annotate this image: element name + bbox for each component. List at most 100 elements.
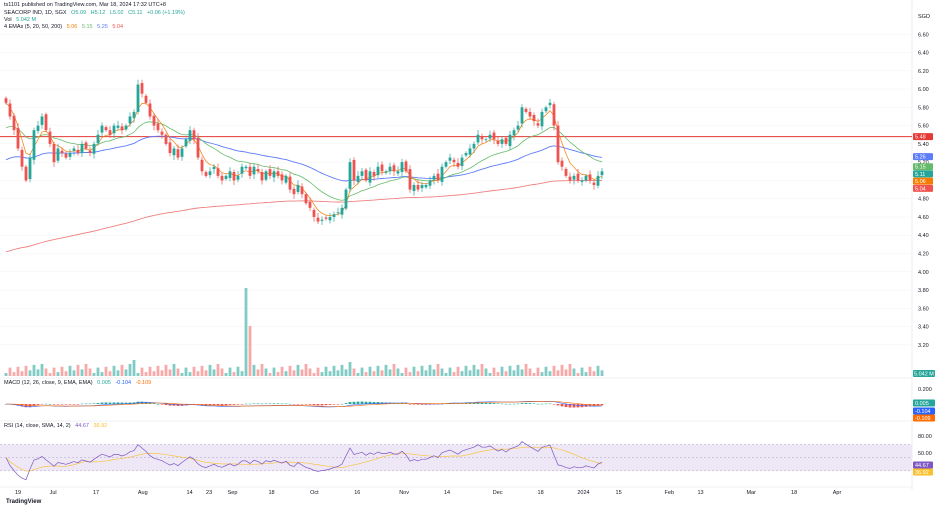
candle-body xyxy=(104,127,108,131)
candle-body xyxy=(396,171,400,174)
candle-body xyxy=(136,84,140,112)
volume-bar xyxy=(368,366,372,376)
rsi-label[interactable]: RSI (14, close, SMA, 14, 2) xyxy=(4,423,71,429)
symbol-line: SEACORP IND, 1D, SGX O5.09 H5.12 L5.02 C… xyxy=(4,10,188,17)
candle-body xyxy=(32,130,36,160)
tradingview-logo: TradingView xyxy=(6,499,42,505)
macd-histogram-bar xyxy=(20,404,24,407)
macd-histogram-bar xyxy=(540,403,544,405)
time-tick-label: Aug xyxy=(138,490,148,496)
time-tick-label: Oct xyxy=(310,490,319,496)
macd-histogram-bar xyxy=(584,404,588,407)
symbol-name[interactable]: SEACORP IND, 1D, SGX xyxy=(4,10,67,16)
macd-label[interactable]: MACD (12, 26, close, 9, EMA, EMA) xyxy=(4,380,93,386)
macd-tick-label: 0.200 xyxy=(918,387,932,393)
volume-bar xyxy=(164,364,168,376)
volume-bar xyxy=(336,370,340,376)
macd-histogram-bar xyxy=(40,404,44,405)
macd-histogram-bar xyxy=(552,404,556,405)
rsi-tag-label: 44.67 xyxy=(915,463,929,469)
price-axis: SGD6.606.406.206.005.805.605.405.205.004… xyxy=(913,14,935,476)
candle-body xyxy=(164,134,168,144)
volume-bar xyxy=(84,364,88,376)
macd-histogram-bar xyxy=(508,403,512,405)
macd-histogram-bar xyxy=(352,401,356,404)
macd-histogram-bar xyxy=(500,403,504,405)
macd-signal-line xyxy=(6,401,603,407)
candle-body xyxy=(140,83,144,94)
volume-bar xyxy=(168,369,172,376)
candle-body xyxy=(564,168,568,176)
candle-body xyxy=(508,134,512,147)
candle-body xyxy=(240,166,244,174)
macd-histogram-bar xyxy=(232,404,236,405)
macd-tag-label: -0.104 xyxy=(915,409,931,415)
macd-histogram-bar xyxy=(440,403,444,405)
volume-bar xyxy=(220,368,224,376)
candle-body xyxy=(152,115,156,126)
candle-body xyxy=(100,125,104,133)
macd-histogram-bar xyxy=(372,402,376,404)
candle-body xyxy=(92,143,96,154)
macd-histogram-bar xyxy=(460,403,464,404)
candle-body xyxy=(600,171,604,176)
volume-bar xyxy=(16,366,20,376)
volume-bar xyxy=(440,368,444,376)
rsi-ma-value: 36.92 xyxy=(93,423,108,429)
macd-histogram-bar xyxy=(304,404,308,405)
volume-bar xyxy=(204,370,208,376)
macd-histogram-bar xyxy=(516,403,520,405)
candle-body xyxy=(488,134,492,139)
time-tick-label: 17 xyxy=(93,490,99,496)
macd-histogram-bar xyxy=(96,403,100,404)
candle-body xyxy=(544,107,548,112)
macd-histogram-bar xyxy=(80,403,84,405)
volume-bar xyxy=(352,368,356,376)
ema-label[interactable]: 4 EMAs (5, 20, 50, 200) xyxy=(4,24,63,30)
macd-histogram-bar xyxy=(424,404,428,405)
candle-body xyxy=(472,143,476,149)
macd-histogram-bar xyxy=(120,402,124,404)
macd-tag xyxy=(913,414,935,422)
candle-body xyxy=(400,162,404,173)
candle-body xyxy=(36,125,40,131)
candle-body xyxy=(160,131,164,135)
volume-bar xyxy=(528,368,532,376)
macd-histogram-bar xyxy=(160,404,164,405)
macd-histogram-bar xyxy=(468,403,472,404)
macd-histogram-bar xyxy=(236,404,240,405)
volume-bar xyxy=(472,364,476,376)
candle-body xyxy=(584,175,588,181)
candle-body xyxy=(204,172,208,176)
ema50-line xyxy=(5,135,603,182)
candle-body xyxy=(428,180,432,186)
volume-bar xyxy=(560,364,564,376)
candle-body xyxy=(72,148,76,151)
candle-body xyxy=(184,139,188,147)
macd-histogram-bar xyxy=(36,404,40,405)
macd-histogram-bar xyxy=(284,403,288,405)
volume-bar xyxy=(320,372,324,376)
volume-value: 5.042 M xyxy=(16,17,37,23)
volume-bar xyxy=(140,367,144,376)
candle-body xyxy=(20,149,24,167)
publish-line: ts1101 published on TradingView.com, Mar… xyxy=(4,2,166,8)
macd-histogram-bar xyxy=(252,403,256,405)
macd-histogram-bar xyxy=(596,404,600,406)
candle-body xyxy=(120,126,124,131)
macd-histogram-bar xyxy=(524,403,528,404)
volume-bar xyxy=(392,364,396,376)
ema50-value: 5.25 xyxy=(97,24,108,30)
volume-label[interactable]: Vol xyxy=(4,17,12,23)
volume-bar xyxy=(128,364,132,376)
macd-histogram-bar xyxy=(476,402,480,404)
candle-body xyxy=(80,143,84,154)
macd-histogram-bar xyxy=(480,402,484,404)
rsi-tag xyxy=(913,468,933,476)
price-tick-label: 6.20 xyxy=(918,69,929,75)
volume-bar xyxy=(96,367,100,376)
candle-body xyxy=(320,219,324,221)
candle-body xyxy=(580,180,584,182)
volume-bar xyxy=(544,366,548,376)
